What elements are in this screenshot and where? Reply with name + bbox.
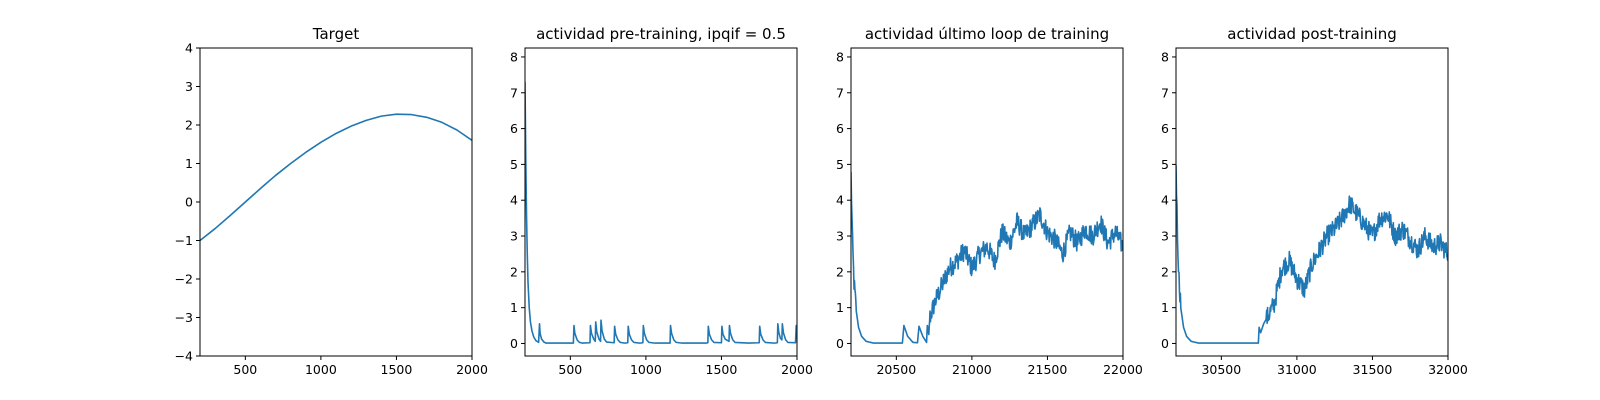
panel-title: actividad pre-training, ipqif = 0.5 (536, 25, 786, 43)
y-tick-label: −1 (175, 233, 193, 248)
y-tick-label: 5 (836, 157, 844, 172)
x-tick-label: 21000 (952, 362, 992, 377)
axes-frame (524, 47, 798, 357)
x-tick-label: 2000 (456, 362, 488, 377)
series-line (525, 82, 797, 344)
y-tick-label: 6 (510, 121, 518, 136)
y-tick-label: 4 (185, 41, 193, 56)
y-tick-label: 8 (510, 49, 518, 64)
x-tick-label: 1500 (381, 362, 413, 377)
panel-title: Target (312, 25, 360, 43)
x-tick-label: 1000 (305, 362, 337, 377)
y-tick-label: −2 (175, 272, 193, 287)
x-tick-label: 32000 (1428, 362, 1468, 377)
y-tick-label: 7 (510, 85, 518, 100)
panel-title: actividad último loop de training (865, 25, 1109, 43)
x-tick-label: 500 (558, 362, 582, 377)
y-tick-label: 2 (185, 118, 193, 133)
x-tick-label: 21500 (1028, 362, 1068, 377)
series-line (1176, 165, 1448, 344)
y-tick-label: 1 (836, 300, 844, 315)
y-tick-label: −3 (175, 310, 193, 325)
y-tick-label: 0 (1161, 336, 1169, 351)
x-tick-label: 30500 (1201, 362, 1241, 377)
x-tick-label: 500 (233, 362, 257, 377)
x-tick-label: 2000 (781, 362, 813, 377)
y-tick-label: 0 (836, 336, 844, 351)
y-tick-label: 6 (1161, 121, 1169, 136)
x-tick-label: 22000 (1103, 362, 1143, 377)
y-tick-label: 3 (1161, 229, 1169, 244)
panel-title: actividad post-training (1227, 25, 1396, 43)
y-tick-label: 1 (185, 156, 193, 171)
y-tick-label: 1 (1161, 300, 1169, 315)
x-tick-label: 20500 (876, 362, 916, 377)
y-tick-label: −4 (175, 349, 193, 364)
y-tick-label: 5 (510, 157, 518, 172)
y-tick-label: 2 (1161, 264, 1169, 279)
series-line (200, 113, 472, 242)
y-tick-label: 3 (510, 229, 518, 244)
x-tick-label: 31000 (1277, 362, 1317, 377)
y-tick-label: 8 (1161, 49, 1169, 64)
series-line (851, 172, 1123, 344)
y-tick-label: 1 (510, 300, 518, 315)
axes-frame (850, 47, 1124, 357)
y-tick-label: 4 (836, 193, 844, 208)
y-tick-label: 6 (836, 121, 844, 136)
y-tick-label: 2 (510, 264, 518, 279)
y-tick-label: 0 (185, 195, 193, 210)
y-tick-label: 7 (1161, 85, 1169, 100)
panel-1: Target 500 1000 1500 2000 −4 −3 −2 −1 0 1 2 3 4 (175, 25, 488, 377)
x-tick-label: 31500 (1353, 362, 1393, 377)
axes-frame (199, 47, 473, 357)
y-tick-label: 7 (836, 85, 844, 100)
y-tick-label: 5 (1161, 157, 1169, 172)
axes-frame (1175, 47, 1449, 357)
x-tick-label: 1000 (630, 362, 662, 377)
y-tick-label: 2 (836, 264, 844, 279)
y-tick-label: 4 (510, 193, 518, 208)
y-tick-label: 0 (510, 336, 518, 351)
y-tick-label: 3 (836, 229, 844, 244)
x-tick-label: 1500 (706, 362, 738, 377)
y-tick-label: 4 (1161, 193, 1169, 208)
y-tick-label: 8 (836, 49, 844, 64)
y-tick-label: 3 (185, 79, 193, 94)
